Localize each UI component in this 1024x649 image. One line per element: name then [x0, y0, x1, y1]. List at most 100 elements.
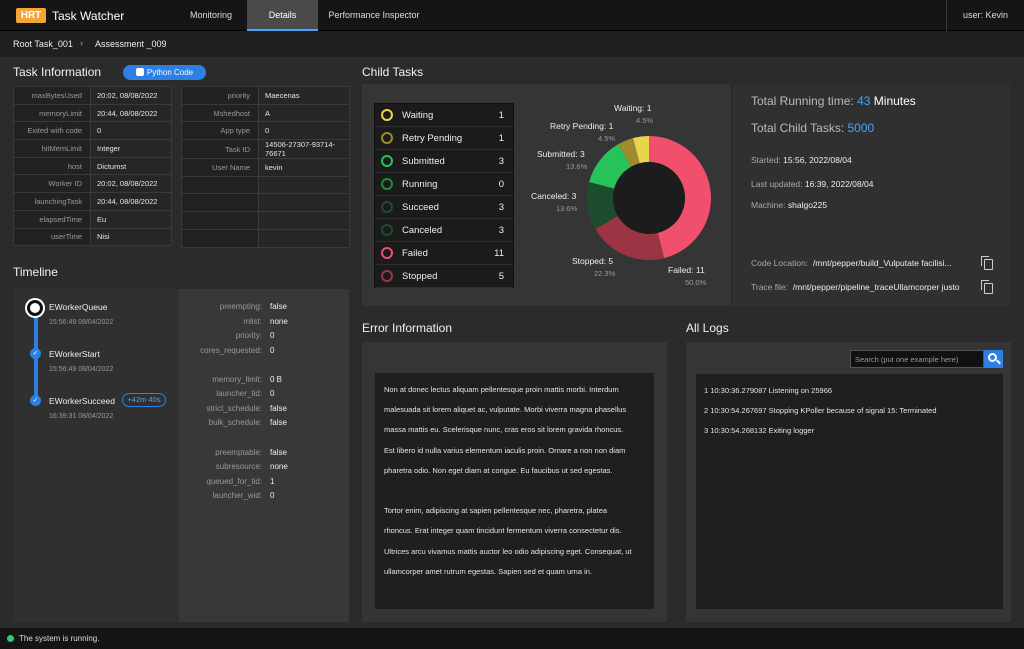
info-value: 20:02, 08/08/2022 [91, 87, 172, 105]
info-value: 0 [91, 122, 172, 140]
info-value: 20:02, 08/08/2022 [91, 175, 172, 193]
tab-performance-inspector[interactable]: Performance Inspector [320, 0, 428, 31]
status-row-stopped[interactable]: Stopped 5 [375, 265, 513, 288]
code-location-info: Code Location: /mnt/pepper/build_Vulputa… [751, 258, 952, 268]
attribute-value: none [270, 462, 288, 471]
info-key: elapsedTime [14, 210, 91, 228]
status-label: Succeed [402, 202, 439, 213]
status-ring-icon [381, 224, 393, 236]
donut-label-submitted: Submitted: 3 [537, 149, 585, 159]
donut-pct-waiting: 4.5% [636, 116, 653, 125]
search-button[interactable] [984, 350, 1003, 368]
task-info-title: Task Information [13, 65, 101, 79]
attribute-key: launcher_wid: [142, 491, 262, 500]
info-value: Integer [91, 140, 172, 158]
app-title: Task Watcher [52, 9, 124, 23]
info-row: priority Maecenas [182, 87, 350, 105]
info-value [259, 212, 350, 230]
info-row: App type 0 [182, 122, 350, 140]
breadcrumb-current[interactable]: Assessment _009 [95, 39, 167, 49]
info-key [182, 176, 259, 194]
tab-details[interactable]: Details [247, 0, 318, 31]
app-logo: HRT [16, 8, 46, 23]
total-running-time: Total Running time: 43 Minutes [751, 94, 916, 108]
status-ring-icon [381, 155, 393, 167]
info-key: maxBytesUsed [14, 87, 91, 105]
info-key: userTime [14, 228, 91, 246]
info-row: elapsedTime Eu [14, 210, 172, 228]
status-count: 3 [499, 202, 504, 213]
info-key: memoryLimit [14, 104, 91, 122]
info-value: Nisi [91, 228, 172, 246]
timeline-event-name: EWorkerQueue [49, 302, 107, 312]
error-text-line: Tortor enim, adipiscing at sapien pellen… [384, 506, 607, 515]
status-row-submitted[interactable]: Submitted 3 [375, 150, 513, 173]
status-ring-icon [381, 132, 393, 144]
donut-label-waiting: Waiting: 1 [614, 103, 651, 113]
log-search-input[interactable] [850, 350, 984, 368]
error-info-title: Error Information [362, 321, 452, 335]
attribute-key: queued_for_tid: [142, 477, 262, 486]
task-info-table-left: maxBytesUsed 20:02, 08/08/2022 memoryLimit… [13, 86, 172, 246]
info-value: Eu [91, 210, 172, 228]
attribute-value: false [270, 404, 287, 413]
timeline-event-time: 15:56:49 08/04/2022 [49, 366, 113, 373]
timeline-event-name: EWorkerStart [49, 349, 100, 359]
python-icon [136, 68, 144, 76]
status-label: Running [402, 179, 437, 190]
info-value: 0 [259, 122, 350, 140]
timeline-event-name: EWorkerSucceed [49, 396, 115, 406]
status-row-waiting[interactable]: Waiting 1 [375, 104, 513, 127]
donut-label-stopped: Stopped: 5 [572, 256, 613, 266]
error-text-line: Ultrices arcu vivamus mattis auctor leo … [384, 547, 632, 556]
tab-monitoring[interactable]: Monitoring [176, 0, 246, 31]
attribute-value: 1 [270, 477, 274, 486]
attribute-key: memory_limit: [142, 375, 262, 384]
info-row: launchingTask 20:44, 08/08/2022 [14, 193, 172, 211]
info-row: Mshedhost A [182, 104, 350, 122]
info-row: User Name kevin [182, 159, 350, 177]
info-key: Worker ID [14, 175, 91, 193]
donut-label-failed: Failed: 11 [668, 265, 705, 275]
python-code-button[interactable]: Python Code [123, 65, 206, 80]
info-value [259, 194, 350, 212]
status-ok-icon [7, 635, 14, 642]
top-bar: HRT Task Watcher Monitoring Details Perf… [0, 0, 1024, 31]
copy-icon[interactable] [984, 283, 993, 294]
machine-info: Machine: shalgo225 [751, 200, 827, 210]
attribute-key: preempting: [142, 302, 262, 311]
status-row-failed[interactable]: Failed 11 [375, 242, 513, 265]
info-row [182, 229, 350, 247]
breadcrumb: Root Task_001 › Assessment _009 [0, 31, 1024, 57]
copy-icon[interactable] [984, 259, 993, 270]
info-key: App type [182, 122, 259, 140]
status-row-retry-pending[interactable]: Retry Pending 1 [375, 127, 513, 150]
attribute-value: false [270, 448, 287, 457]
attribute-key: launcher_tid: [142, 389, 262, 398]
info-row: host Dictumst [14, 157, 172, 175]
attribute-key: priority: [142, 331, 262, 340]
status-label: Waiting [402, 110, 433, 121]
status-label: Canceled [402, 225, 442, 236]
breadcrumb-root[interactable]: Root Task_001 [13, 39, 73, 49]
status-row-succeed[interactable]: Succeed 3 [375, 196, 513, 219]
info-value [259, 176, 350, 194]
total-child-tasks: Total Child Tasks: 5000 [751, 121, 874, 135]
status-row-canceled[interactable]: Canceled 3 [375, 219, 513, 242]
info-value: 14506-27307-93714-76671 [259, 140, 350, 159]
info-value: Dictumst [91, 157, 172, 175]
timeline-title: Timeline [13, 265, 58, 279]
status-label: Submitted [402, 156, 445, 167]
status-list: Waiting 1 Retry Pending 1 Submitted 3 Running 0… [374, 103, 514, 288]
attribute-value: false [270, 302, 287, 311]
info-row: Exited with code 0 [14, 122, 172, 140]
info-value: 20:44, 08/08/2022 [91, 104, 172, 122]
timeline-event-time: 15:56:49 08/04/2022 [49, 319, 113, 326]
status-ring-icon [381, 201, 393, 213]
status-count: 1 [499, 133, 504, 144]
status-row-running[interactable]: Running 0 [375, 173, 513, 196]
user-menu[interactable]: user: Kevin [946, 0, 1024, 31]
info-row: hitMemLimit Integer [14, 140, 172, 158]
all-logs-title: All Logs [686, 321, 729, 335]
donut-label-retry-pending: Retry Pending: 1 [550, 121, 613, 131]
